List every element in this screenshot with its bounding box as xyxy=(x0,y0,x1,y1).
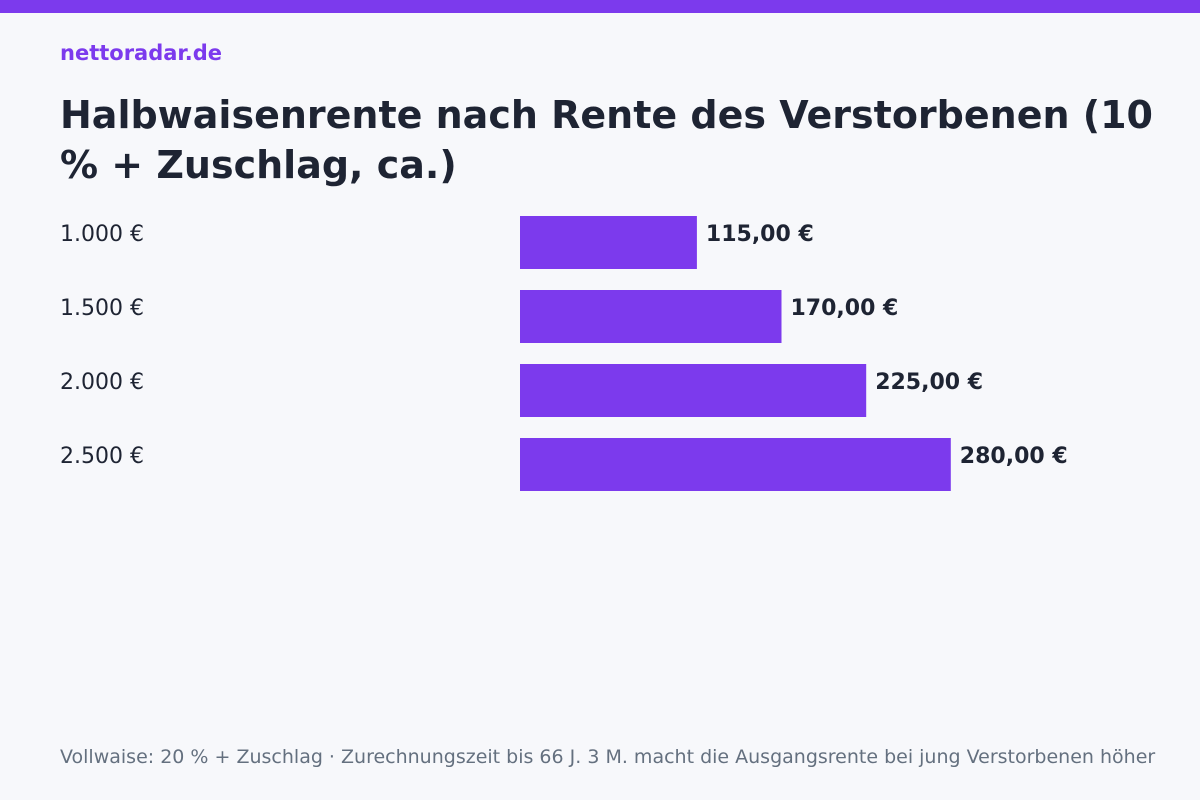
value-label: 170,00 € xyxy=(791,296,899,321)
bar xyxy=(520,290,782,343)
value-label: 115,00 € xyxy=(706,222,814,247)
bar xyxy=(520,364,867,417)
bar xyxy=(520,438,951,491)
top-accent-bar xyxy=(0,0,1200,13)
chart-footnote: Vollwaise: 20 % + Zuschlag · Zurechnungs… xyxy=(60,746,1156,768)
category-label: 1.500 € xyxy=(60,296,144,321)
bar xyxy=(520,216,697,269)
chart-title: Halbwaisenrente nach Rente des Verstorbe… xyxy=(60,93,1154,187)
value-label: 280,00 € xyxy=(960,444,1068,469)
category-label: 2.000 € xyxy=(60,370,144,395)
brand-label: nettoradar.de xyxy=(60,41,223,65)
category-label: 1.000 € xyxy=(60,222,144,247)
value-label: 225,00 € xyxy=(875,370,983,395)
category-label: 2.500 € xyxy=(60,444,144,469)
